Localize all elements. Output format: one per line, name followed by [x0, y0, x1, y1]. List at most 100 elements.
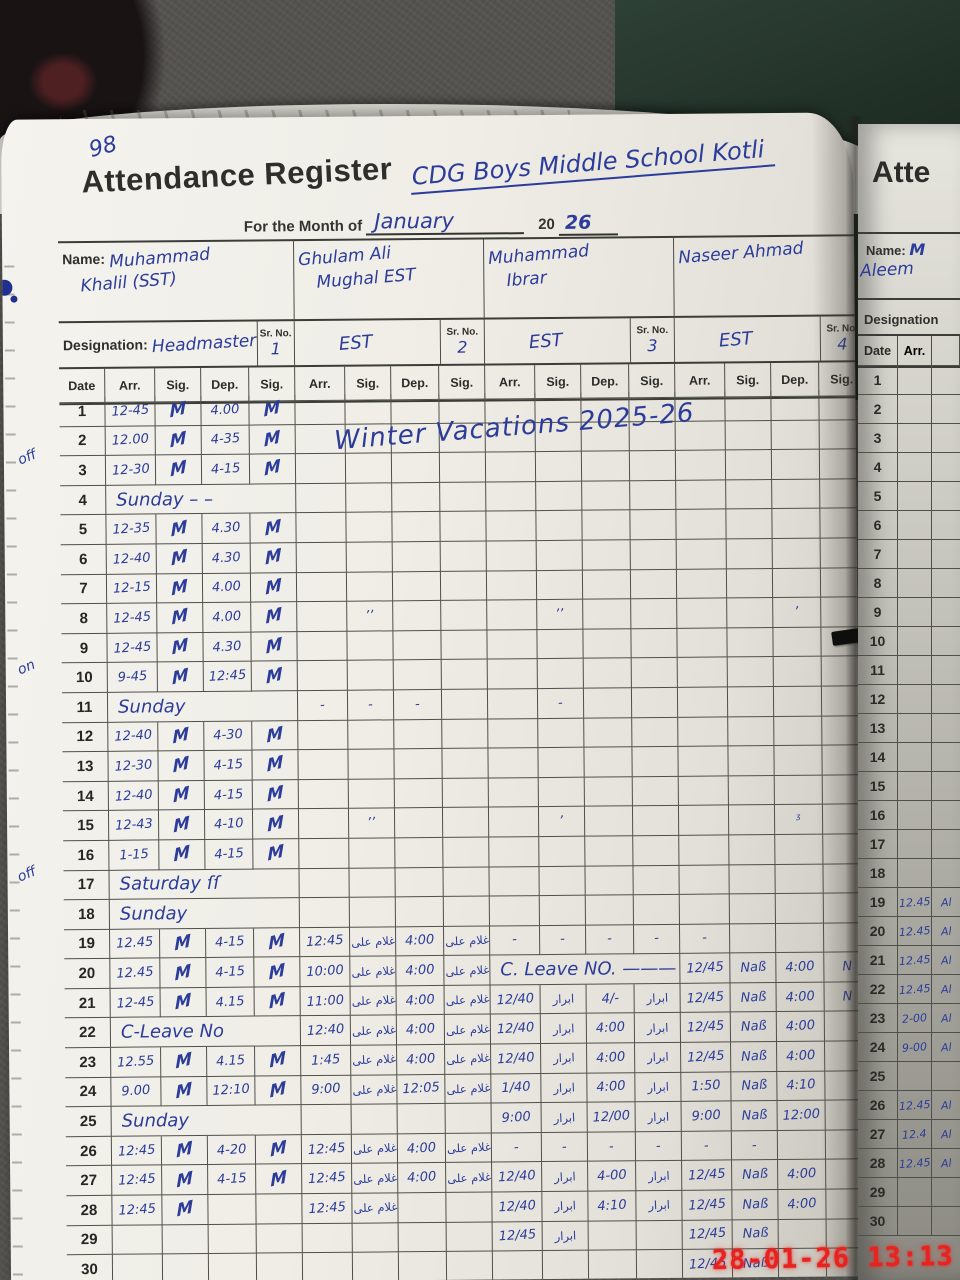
signature-cell: M [249, 454, 297, 485]
time-cell: 4-00 [588, 1161, 637, 1192]
camera-timestamp: 28-01-26 13:13 [712, 1240, 955, 1277]
signature-cell [538, 718, 585, 749]
signature-cell [932, 598, 960, 627]
signature-cell: M [161, 1047, 208, 1078]
date-cell: 16 [858, 801, 898, 830]
next-page-row: 30 [858, 1207, 960, 1236]
time-cell: - [679, 924, 731, 955]
next-page-date-header: Date [858, 336, 898, 366]
time-cell [774, 716, 823, 747]
next-page-row: 25 [858, 1062, 960, 1091]
signature-cell: Naß [731, 1042, 778, 1073]
signature-cell: غلام علی [352, 1163, 399, 1194]
time-cell: 4/- [586, 984, 635, 1015]
date-cell: 23 [65, 1047, 112, 1078]
time-cell: 9.00 [111, 1077, 162, 1108]
date-cell: 17 [63, 870, 110, 901]
signature-cell: غلام علی [444, 955, 491, 986]
time-cell [898, 1062, 932, 1091]
time-cell: 12/00 [587, 1102, 636, 1133]
signature-cell: ابرار [541, 1043, 588, 1074]
signature-cell [441, 630, 488, 661]
time-cell [492, 1251, 544, 1280]
time-cell [898, 482, 932, 511]
teacher3-name-block: Muhammad Ibrar [484, 237, 675, 318]
time-cell [678, 776, 729, 807]
time-cell: 12.55 [111, 1047, 162, 1078]
date-cell: 10 [61, 663, 108, 694]
teacher4-grade: EST [718, 327, 754, 352]
next-page-row: 19 12.45 Al [858, 888, 960, 917]
signature-cell [727, 598, 774, 629]
next-page-row: 15 [858, 772, 960, 801]
time-cell [777, 1130, 827, 1161]
signature-cell [256, 1194, 303, 1225]
date-cell: 16 [63, 840, 110, 871]
time-cell: 4-15 [201, 454, 251, 485]
signature-cell: M [251, 602, 298, 633]
time-cell: 12:05 [397, 1074, 446, 1105]
signature-cell: M [160, 958, 207, 989]
signature-cell: M [160, 987, 207, 1018]
next-page-row: 14 [858, 743, 960, 772]
date-cell: 18 [858, 859, 898, 888]
time-cell: 4:10 [588, 1191, 637, 1222]
signature-cell [629, 451, 677, 482]
signature-cell: Al [932, 1091, 960, 1120]
signature-cell: ابرار [634, 983, 681, 1014]
signature-cell [352, 1222, 399, 1253]
time-cell [392, 512, 441, 543]
time-cell [676, 568, 728, 600]
time-cell: 4-20 [207, 1135, 257, 1166]
signature-cell [932, 743, 960, 772]
time-cell [299, 897, 350, 928]
year-value: 26 [558, 211, 618, 236]
spanning-note-cell: Sunday [111, 1105, 302, 1137]
teacher3-grade: EST [528, 329, 564, 353]
time-cell: 12.45 [898, 1091, 932, 1120]
time-cell: 4:00 [587, 1072, 636, 1103]
time-cell [898, 743, 932, 772]
time-cell [296, 483, 347, 514]
time-cell: 12:40 [300, 1016, 352, 1047]
signature-cell [632, 776, 679, 807]
date-cell: 19 [858, 888, 898, 917]
time-cell: 12-45 [107, 603, 158, 634]
date-cell: 28 [66, 1195, 113, 1226]
spanning-note-cell: Sunday [109, 898, 301, 930]
time-cell: 12.45 [898, 975, 932, 1004]
date-cell: 29 [858, 1178, 898, 1207]
signature-cell: غلام علی [443, 926, 491, 957]
signature-cell [726, 538, 773, 569]
next-page-row: 3 [858, 424, 960, 453]
signature-cell: غلام علی [352, 1193, 399, 1224]
school-name: CDG Boys Middle School Kotli [409, 134, 777, 195]
time-cell [898, 395, 932, 424]
attendance-rows: 1 12-45 M 4.00 M 2 12.00 M 4-35 M 3 12-30 M 4-15 M 4 Sun… [59, 390, 864, 1280]
signature-cell [932, 830, 960, 859]
signature-cell [440, 541, 487, 572]
date-cell: 13 [62, 751, 109, 782]
time-cell: 4:00 [776, 982, 825, 1013]
signature-cell: ابرار [634, 1013, 682, 1044]
signature-cell: ابرار [542, 1191, 589, 1222]
register-left-page: 98 Attendance Register CDG Boys Middle S… [0, 112, 864, 1280]
next-page-row: 7 [858, 540, 960, 569]
signature-cell [932, 859, 960, 888]
date-cell: 22 [858, 975, 898, 1004]
time-cell [676, 509, 727, 540]
signature-cell: M [249, 395, 296, 426]
time-cell [488, 777, 539, 808]
signature-cell: M [158, 751, 205, 782]
time-cell [582, 569, 632, 600]
signature-cell: ’ [538, 806, 586, 837]
time-cell: 12/45 [682, 1160, 733, 1191]
time-cell: 9-00 [898, 1033, 932, 1062]
date-cell: 17 [858, 830, 898, 859]
signature-cell: M [156, 543, 203, 574]
next-page-row: 4 [858, 453, 960, 482]
teacher1-srno: 1 [270, 339, 281, 359]
time-cell [679, 864, 730, 895]
time-cell [898, 772, 932, 801]
spanning-note-cell: Sunday – – [106, 483, 297, 516]
